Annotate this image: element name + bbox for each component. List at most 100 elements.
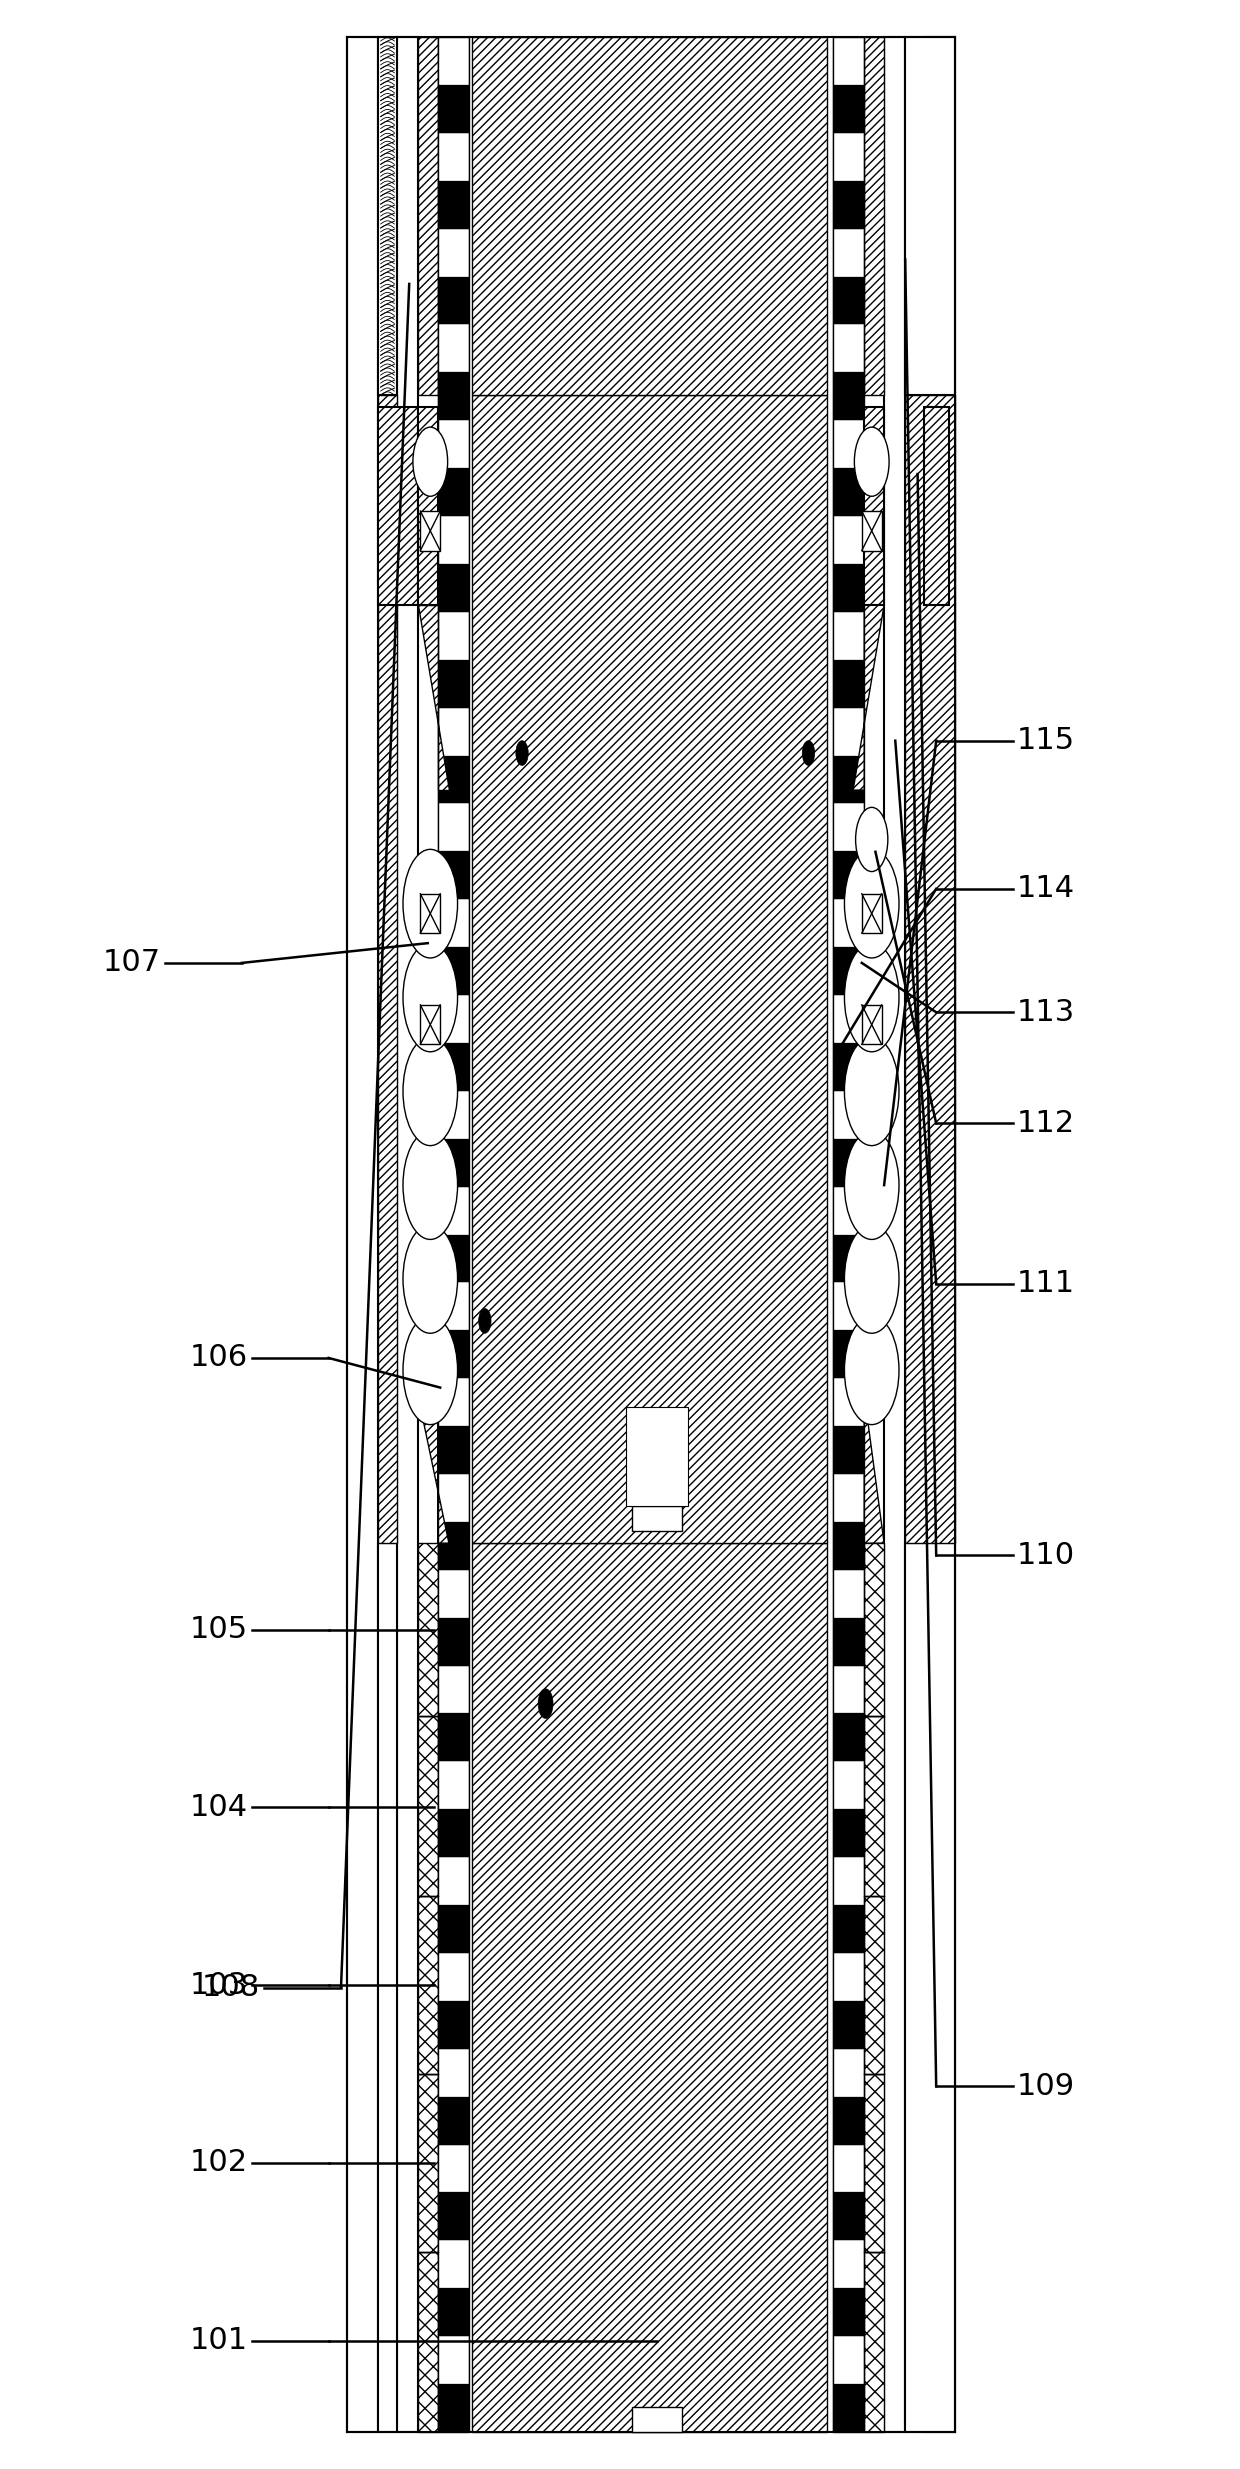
Polygon shape [905,395,955,1543]
Polygon shape [833,1667,864,1713]
Polygon shape [853,1395,884,1543]
Polygon shape [438,1810,469,1857]
Polygon shape [833,2192,864,2239]
Polygon shape [438,1188,469,1234]
Polygon shape [632,1506,682,1531]
Circle shape [844,1316,899,1425]
Polygon shape [833,1091,864,1138]
Polygon shape [420,1005,440,1044]
Polygon shape [438,802,469,852]
Polygon shape [438,323,469,373]
Polygon shape [864,1716,884,1896]
Polygon shape [833,1760,864,1810]
Polygon shape [833,899,864,948]
Polygon shape [438,948,469,995]
Polygon shape [418,1716,438,1896]
Polygon shape [378,37,397,395]
Polygon shape [438,1091,469,1138]
Polygon shape [626,1407,688,1506]
Circle shape [844,1225,899,1333]
Polygon shape [833,1138,864,1188]
Polygon shape [864,1896,884,2074]
Text: 113: 113 [1017,997,1075,1027]
Polygon shape [418,605,449,790]
Text: 108: 108 [202,1973,260,2002]
Polygon shape [833,2385,864,2432]
Polygon shape [833,2000,864,2049]
Polygon shape [438,2336,469,2385]
Text: 107: 107 [103,948,161,978]
Polygon shape [438,1234,469,1281]
Polygon shape [833,1617,864,1667]
Polygon shape [833,2096,864,2146]
Polygon shape [833,277,864,323]
Polygon shape [438,1713,469,1760]
Polygon shape [438,659,469,709]
Polygon shape [438,373,469,420]
Polygon shape [418,1896,438,2074]
Circle shape [403,849,458,958]
Polygon shape [438,1281,469,1331]
Polygon shape [833,852,864,899]
Circle shape [403,1316,458,1425]
Text: 114: 114 [1017,874,1075,904]
Polygon shape [438,1427,469,1474]
Polygon shape [864,1543,884,1716]
Polygon shape [833,230,864,277]
Polygon shape [833,1474,864,1521]
Polygon shape [833,323,864,373]
Text: 103: 103 [190,1970,248,2000]
Text: 112: 112 [1017,1109,1075,1138]
Polygon shape [438,133,469,180]
Polygon shape [833,1331,864,1378]
Polygon shape [833,37,864,84]
Polygon shape [438,277,469,323]
Polygon shape [438,1521,469,1570]
Polygon shape [833,1427,864,1474]
Polygon shape [378,1543,397,2432]
Circle shape [538,1689,553,1718]
Polygon shape [438,1906,469,1953]
Polygon shape [833,563,864,612]
Polygon shape [438,1760,469,1810]
Polygon shape [438,1857,469,1906]
Circle shape [403,1131,458,1239]
Circle shape [403,1225,458,1333]
Polygon shape [397,37,418,2432]
Polygon shape [438,612,469,659]
Polygon shape [884,37,905,2432]
Polygon shape [833,469,864,516]
Text: 105: 105 [190,1615,248,1644]
Polygon shape [378,407,418,605]
Polygon shape [438,230,469,277]
Polygon shape [833,1906,864,1953]
Polygon shape [438,2239,469,2289]
Circle shape [403,1037,458,1146]
Polygon shape [864,37,884,395]
Polygon shape [833,2146,864,2192]
Polygon shape [833,2336,864,2385]
Polygon shape [438,2289,469,2336]
Polygon shape [418,1395,449,1543]
Circle shape [403,943,458,1052]
Polygon shape [632,2407,682,2432]
Polygon shape [438,1617,469,1667]
Polygon shape [438,2049,469,2096]
Polygon shape [833,995,864,1042]
Polygon shape [438,995,469,1042]
Polygon shape [438,1378,469,1427]
Polygon shape [924,407,949,605]
Text: 104: 104 [190,1792,248,1822]
Circle shape [413,427,448,496]
Circle shape [844,1131,899,1239]
Polygon shape [438,180,469,230]
Text: 110: 110 [1017,1541,1075,1570]
Polygon shape [438,84,469,133]
Polygon shape [438,1042,469,1091]
Polygon shape [438,420,469,469]
Circle shape [516,741,528,765]
Polygon shape [438,469,469,516]
Polygon shape [438,1474,469,1521]
Polygon shape [420,894,440,933]
Polygon shape [905,1543,955,2432]
